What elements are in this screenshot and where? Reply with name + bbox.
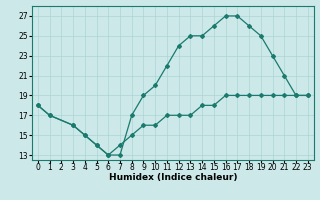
X-axis label: Humidex (Indice chaleur): Humidex (Indice chaleur) (108, 173, 237, 182)
